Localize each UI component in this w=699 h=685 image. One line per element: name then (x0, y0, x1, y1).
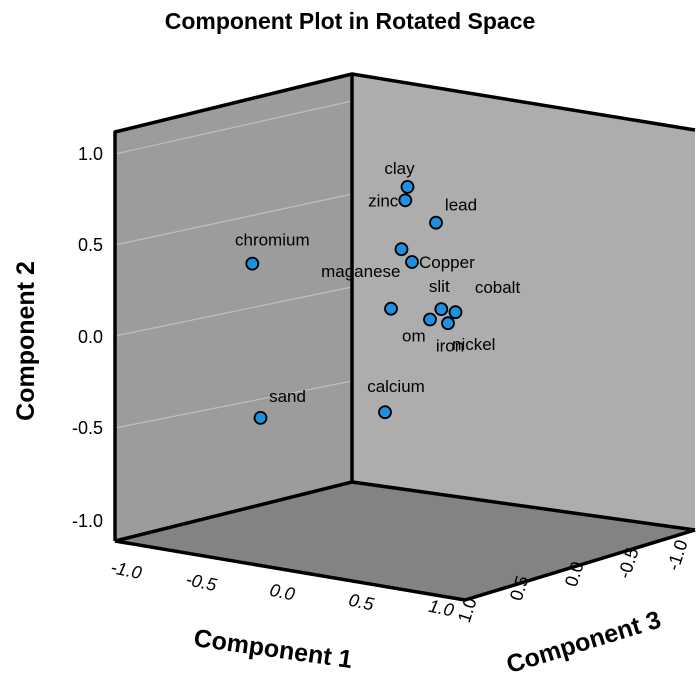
x-tick-label: -1.0 (109, 557, 144, 583)
z-axis-ticks: 1.0 0.5 0.0 -0.5 -1.0 (454, 537, 692, 625)
data-point-label: lead (445, 196, 477, 215)
data-point-slit (434, 302, 449, 317)
data-point-calcium (378, 405, 392, 420)
data-point-label: calcium (367, 377, 425, 396)
y-axis-title: Component 2 (12, 261, 40, 421)
x-tick-label: 0.0 (268, 580, 297, 605)
y-tick-label: -1.0 (72, 511, 103, 531)
data-point-label: maganese (321, 262, 400, 281)
y-tick-label: 0.0 (78, 327, 103, 347)
x-tick-label: -0.5 (184, 569, 219, 595)
plot-frame (113, 72, 696, 602)
data-point-label: slit (429, 277, 450, 296)
x-tick-label: 1.0 (427, 596, 456, 621)
data-point-label: chromium (235, 231, 310, 250)
data-point-label: om (402, 327, 426, 346)
data-point-chromium (245, 256, 260, 271)
x-axis-title: Component 1 (192, 624, 354, 674)
y-tick-label: 0.5 (78, 235, 103, 255)
data-point-copper (405, 255, 419, 269)
y-tick-label: 1.0 (78, 144, 103, 164)
right-wall (352, 74, 695, 530)
data-points: clay zinc lead chromium maganese Copper slit co… (235, 159, 521, 425)
data-point-label: zinc (368, 191, 399, 210)
data-point-lead (429, 215, 443, 230)
z-tick-label: -1.0 (663, 537, 692, 573)
data-point-label: cobalt (475, 278, 521, 297)
data-point-sand (253, 410, 268, 425)
data-point-cobalt (448, 305, 463, 320)
x-tick-label: 0.5 (347, 590, 377, 615)
data-point-label: clay (384, 159, 415, 178)
z-axis-title: Component 3 (503, 606, 664, 679)
data-point-om (384, 301, 398, 316)
y-tick-label: -0.5 (72, 418, 103, 438)
left-wall (115, 74, 352, 541)
data-point-nickel (441, 316, 455, 331)
y-axis-ticks: 1.0 0.5 0.0 -0.5 -1.0 (72, 144, 103, 531)
chart-title: Component Plot in Rotated Space (165, 8, 536, 34)
data-point-label: iron (436, 337, 464, 356)
data-point-clay (400, 179, 415, 194)
left-wall-grid (114, 100, 353, 429)
data-point-maganese (394, 242, 409, 257)
data-point-label: Copper (419, 253, 475, 272)
data-point-iron (423, 312, 437, 327)
data-point-label: sand (269, 387, 306, 406)
data-point-label: nickel (452, 335, 495, 354)
data-point-zinc (398, 193, 413, 208)
floor (115, 482, 695, 600)
